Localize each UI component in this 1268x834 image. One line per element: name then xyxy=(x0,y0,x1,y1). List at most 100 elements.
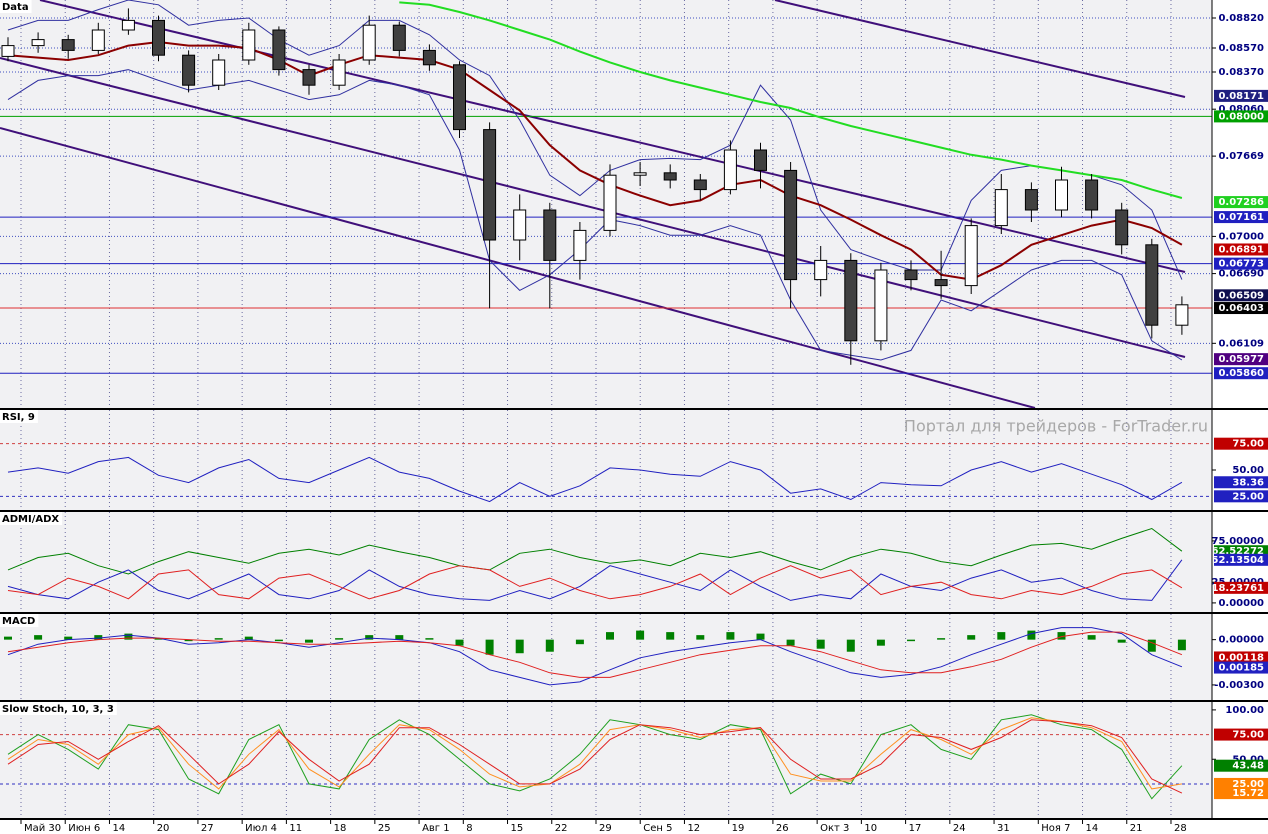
indicator-line xyxy=(7,456,1183,503)
histogram-bar xyxy=(786,639,795,646)
candle-body xyxy=(994,189,1008,227)
price-tag xyxy=(1214,728,1268,741)
histogram-bar xyxy=(305,639,313,643)
histogram-bar xyxy=(1147,639,1156,652)
price-tag xyxy=(1214,110,1268,123)
pane-title: Data xyxy=(2,2,29,13)
title-bg xyxy=(0,614,39,627)
candle-body xyxy=(31,39,45,47)
trend-line xyxy=(0,127,1036,409)
histogram-bar xyxy=(666,632,675,640)
x-tick-label: 20 xyxy=(157,823,170,834)
histogram-bar xyxy=(64,636,73,640)
x-tick-label: 31 xyxy=(997,823,1010,834)
candle-body xyxy=(723,149,737,191)
histogram-bar xyxy=(876,639,885,646)
price-tag-label: 38.36 xyxy=(1232,477,1264,488)
y-tick-label: 0.00000 xyxy=(1218,598,1264,609)
indicator-line xyxy=(7,565,1183,600)
histogram-bar xyxy=(184,639,193,642)
price-tag-label: 0.05860 xyxy=(1218,368,1264,379)
histogram-bar xyxy=(1087,635,1096,640)
candle-body xyxy=(212,59,226,86)
candle-body xyxy=(1,45,15,57)
candle-body xyxy=(693,179,707,191)
price-tag xyxy=(1214,581,1268,594)
x-tick-label: 25 xyxy=(378,823,391,834)
histogram-bar xyxy=(575,639,584,645)
indicator-line xyxy=(7,40,1183,281)
price-tag-label: 18.23761 xyxy=(1211,583,1264,594)
price-tag-label: 0.05977 xyxy=(1218,354,1264,365)
candle-body xyxy=(1175,304,1189,326)
candle-body xyxy=(1115,209,1129,246)
price-tag xyxy=(1214,437,1268,450)
histogram-bar xyxy=(756,633,765,640)
candle-body xyxy=(513,209,527,241)
histogram-bar xyxy=(154,638,163,640)
price-tag-label: 0.00185 xyxy=(1218,663,1264,674)
pane-title: RSI, 9 xyxy=(2,412,35,423)
histogram-bar xyxy=(1057,632,1066,640)
y-tick-label: 0.07669 xyxy=(1218,151,1264,162)
candle-body xyxy=(302,69,316,86)
histogram-bar xyxy=(606,632,614,640)
price-tag xyxy=(1214,257,1268,270)
y-tick-label: 50.00 xyxy=(1232,465,1264,476)
histogram-bar xyxy=(4,636,12,640)
candle-body xyxy=(392,24,406,51)
price-tag-label: 43.48 xyxy=(1232,761,1264,772)
candle-body xyxy=(633,172,647,176)
histogram-bar xyxy=(907,639,915,642)
x-tick-label: Окт 3 xyxy=(820,823,849,834)
candle-body xyxy=(453,64,466,131)
indicator-line xyxy=(7,719,1183,794)
y-tick-label: 100.00 xyxy=(1225,705,1264,716)
price-tag xyxy=(1214,759,1268,772)
candle-body xyxy=(121,19,135,31)
x-tick-label: 11 xyxy=(289,823,302,834)
candle-body xyxy=(1024,189,1038,211)
histogram-bar xyxy=(425,638,434,640)
price-tag xyxy=(1214,89,1268,102)
price-tag xyxy=(1214,353,1268,366)
x-tick-label: Авг 1 xyxy=(422,823,450,834)
candle-body xyxy=(603,174,617,231)
x-tick-label: Май 30 xyxy=(24,823,61,834)
x-tick-label: 21 xyxy=(1130,823,1143,834)
y-tick-label: 0.08820 xyxy=(1218,13,1264,24)
title-bg xyxy=(0,512,63,525)
candle-body xyxy=(573,229,587,261)
y-tick-label: 0.06690 xyxy=(1218,269,1264,280)
price-tag-label: 0.07286 xyxy=(1218,197,1264,208)
indicator-line xyxy=(7,714,1183,800)
indicator-line xyxy=(7,717,1182,790)
price-tag xyxy=(1214,211,1268,224)
indicator-line xyxy=(7,627,1183,686)
title-bg xyxy=(0,410,38,423)
price-tag xyxy=(1214,367,1268,380)
histogram-bar xyxy=(816,639,825,649)
price-tag-label: 25.00 xyxy=(1232,491,1264,502)
candle-body xyxy=(91,29,105,51)
title-bg xyxy=(0,0,32,13)
price-tag-label: 0.07161 xyxy=(1218,212,1264,223)
x-tick-label: 24 xyxy=(953,823,966,834)
candle-body xyxy=(904,269,918,281)
histogram-bar xyxy=(244,636,253,640)
plot-area xyxy=(0,702,1212,818)
price-tag xyxy=(1214,476,1268,489)
candle-body xyxy=(934,279,948,287)
title-bg xyxy=(0,702,117,715)
histogram-bar xyxy=(846,639,855,652)
histogram-bar xyxy=(726,632,735,640)
price-tag-label: 0.06773 xyxy=(1218,259,1264,270)
price-tag xyxy=(1214,289,1268,302)
histogram-bar xyxy=(455,639,464,646)
x-tick-label: Июл 4 xyxy=(245,823,277,834)
candle-body xyxy=(1055,179,1068,211)
y-tick-label: 0.08570 xyxy=(1218,43,1264,54)
candle-body xyxy=(663,172,677,181)
